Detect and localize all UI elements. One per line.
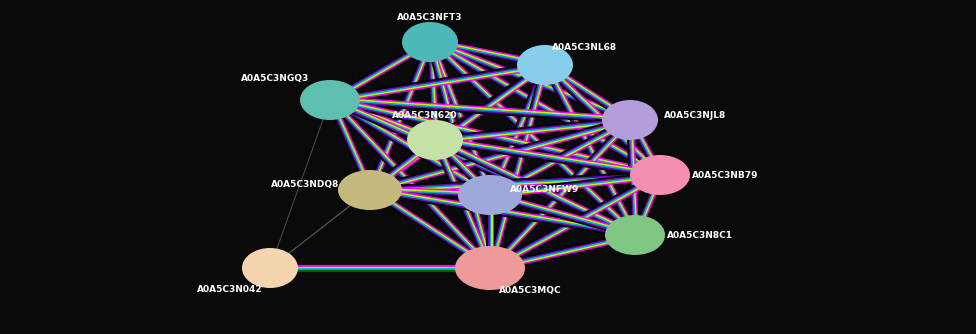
Ellipse shape	[407, 120, 463, 160]
Text: A0A5C3N8C1: A0A5C3N8C1	[667, 230, 733, 239]
Ellipse shape	[602, 100, 658, 140]
Ellipse shape	[605, 215, 665, 255]
Ellipse shape	[630, 155, 690, 195]
Text: A0A5C3NL68: A0A5C3NL68	[552, 42, 618, 51]
Text: A0A5C3NDQ8: A0A5C3NDQ8	[270, 180, 340, 189]
Text: A0A5C3N620: A0A5C3N620	[392, 111, 458, 120]
Text: A0A5C3NGQ3: A0A5C3NGQ3	[241, 73, 309, 82]
Ellipse shape	[300, 80, 360, 120]
Text: A0A5C3N042: A0A5C3N042	[197, 286, 263, 295]
Text: A0A5C3NJL8: A0A5C3NJL8	[664, 111, 726, 120]
Text: A0A5C3NFW9: A0A5C3NFW9	[510, 185, 580, 194]
Ellipse shape	[242, 248, 298, 288]
Ellipse shape	[338, 170, 402, 210]
Ellipse shape	[402, 22, 458, 62]
Ellipse shape	[517, 45, 573, 85]
Text: A0A5C3MQC: A0A5C3MQC	[499, 286, 561, 295]
Text: A0A5C3NB79: A0A5C3NB79	[692, 170, 758, 179]
Text: A0A5C3NFT3: A0A5C3NFT3	[397, 12, 463, 21]
Ellipse shape	[455, 246, 525, 290]
Ellipse shape	[458, 175, 522, 215]
